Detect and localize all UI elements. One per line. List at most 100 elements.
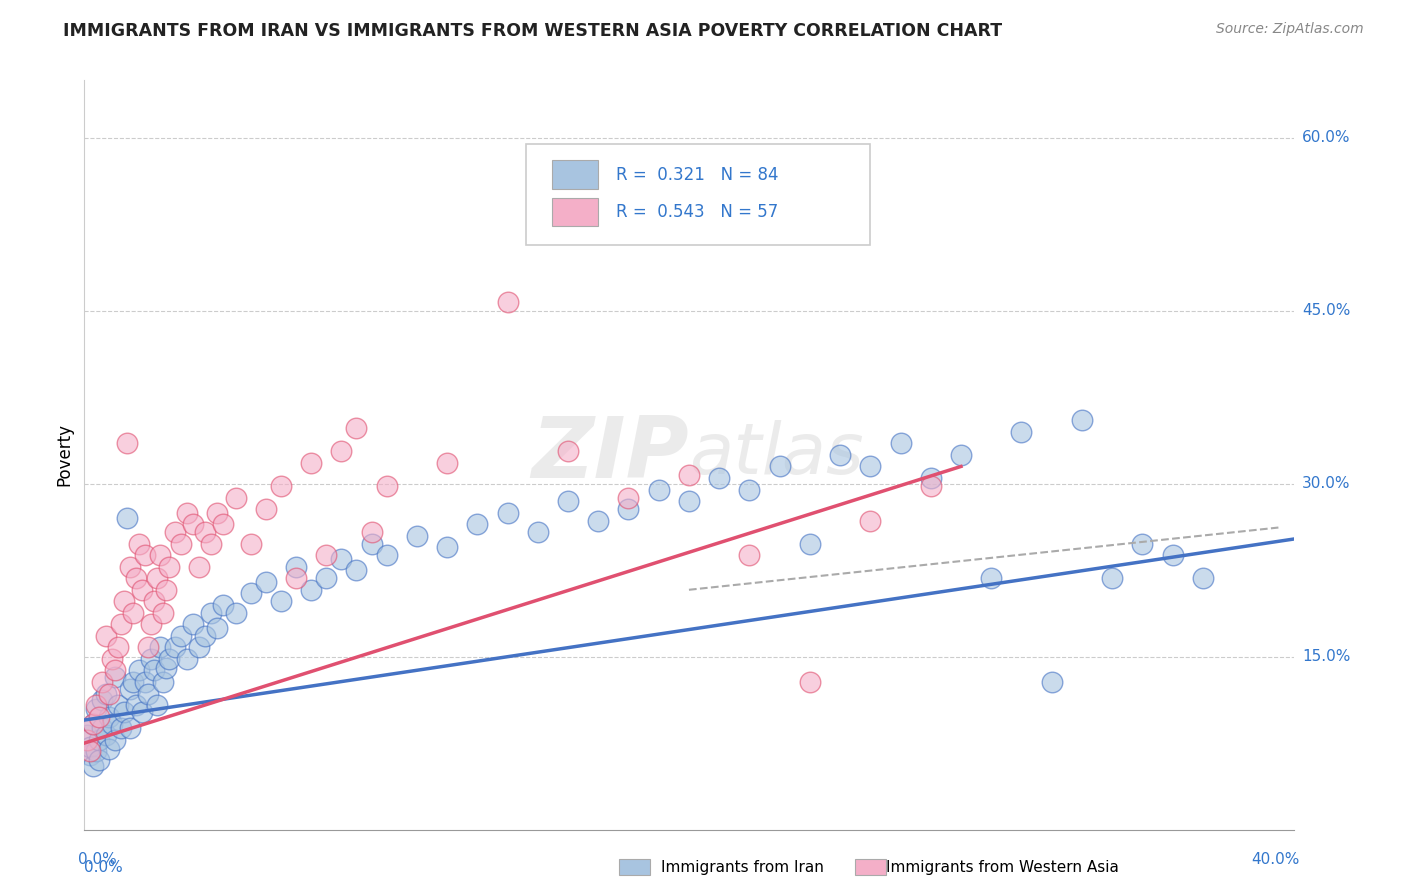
Point bbox=[134, 548, 156, 562]
Text: Source: ZipAtlas.com: Source: ZipAtlas.com bbox=[1216, 22, 1364, 37]
Point bbox=[315, 548, 337, 562]
Point bbox=[104, 670, 127, 684]
Point bbox=[738, 548, 761, 562]
Point bbox=[375, 548, 398, 562]
Point bbox=[270, 594, 292, 608]
Point bbox=[94, 728, 117, 742]
Point bbox=[980, 571, 1002, 585]
Point bbox=[157, 559, 180, 574]
Point bbox=[270, 479, 292, 493]
Point bbox=[799, 537, 821, 551]
Point bbox=[89, 732, 111, 747]
Point bbox=[859, 514, 882, 528]
FancyBboxPatch shape bbox=[855, 859, 886, 875]
Point bbox=[91, 693, 114, 707]
Point bbox=[149, 640, 172, 655]
Point bbox=[239, 586, 262, 600]
Point bbox=[139, 652, 162, 666]
Point bbox=[79, 744, 101, 758]
Point bbox=[97, 709, 120, 723]
Point bbox=[91, 675, 114, 690]
Point bbox=[207, 621, 229, 635]
Text: IMMIGRANTS FROM IRAN VS IMMIGRANTS FROM WESTERN ASIA POVERTY CORRELATION CHART: IMMIGRANTS FROM IRAN VS IMMIGRANTS FROM … bbox=[63, 22, 1002, 40]
Point bbox=[588, 514, 610, 528]
Point bbox=[89, 709, 111, 723]
Point bbox=[165, 640, 187, 655]
Text: 0.0%: 0.0% bbox=[79, 852, 117, 867]
Text: 30.0%: 30.0% bbox=[1302, 476, 1350, 491]
Point bbox=[436, 540, 458, 554]
Point bbox=[1071, 413, 1094, 427]
Point bbox=[496, 294, 519, 309]
Point bbox=[360, 525, 382, 540]
Point bbox=[112, 705, 135, 719]
Point bbox=[738, 483, 761, 497]
Point bbox=[139, 617, 162, 632]
Point bbox=[97, 742, 120, 756]
Point bbox=[527, 525, 550, 540]
Point bbox=[76, 728, 98, 742]
Point bbox=[285, 559, 308, 574]
Point bbox=[346, 421, 368, 435]
Point bbox=[86, 701, 108, 715]
Point bbox=[118, 681, 141, 696]
Point bbox=[121, 675, 143, 690]
Point bbox=[94, 687, 117, 701]
Point bbox=[406, 528, 429, 542]
Text: 45.0%: 45.0% bbox=[1302, 303, 1350, 318]
Point bbox=[112, 594, 135, 608]
Point bbox=[79, 747, 101, 762]
Point bbox=[920, 471, 942, 485]
Point bbox=[950, 448, 973, 462]
Point bbox=[1130, 537, 1153, 551]
FancyBboxPatch shape bbox=[526, 144, 870, 245]
Point bbox=[207, 506, 229, 520]
Point bbox=[107, 640, 129, 655]
Point bbox=[142, 664, 165, 678]
Point bbox=[254, 574, 277, 589]
Point bbox=[330, 551, 353, 566]
Point bbox=[86, 744, 108, 758]
Point bbox=[97, 687, 120, 701]
Point bbox=[375, 479, 398, 493]
Point bbox=[79, 739, 101, 754]
Text: R =  0.543   N = 57: R = 0.543 N = 57 bbox=[616, 203, 779, 221]
Point bbox=[239, 537, 262, 551]
Point bbox=[212, 598, 235, 612]
Point bbox=[890, 436, 912, 450]
Point bbox=[436, 456, 458, 470]
Text: Immigrants from Western Asia: Immigrants from Western Asia bbox=[886, 860, 1119, 874]
FancyBboxPatch shape bbox=[619, 859, 650, 875]
Point bbox=[136, 687, 159, 701]
Text: R =  0.321   N = 84: R = 0.321 N = 84 bbox=[616, 166, 779, 184]
Point bbox=[830, 448, 852, 462]
Point bbox=[176, 652, 198, 666]
Point bbox=[1192, 571, 1215, 585]
Point bbox=[557, 444, 579, 458]
Point bbox=[104, 664, 127, 678]
Point bbox=[107, 698, 129, 712]
Point bbox=[115, 511, 138, 525]
Point bbox=[330, 444, 353, 458]
Point bbox=[212, 517, 235, 532]
Point bbox=[315, 571, 337, 585]
Point bbox=[299, 582, 322, 597]
Point bbox=[146, 698, 169, 712]
Text: 0.0%: 0.0% bbox=[84, 860, 124, 875]
Point bbox=[799, 675, 821, 690]
Point bbox=[176, 506, 198, 520]
Point bbox=[152, 675, 174, 690]
Point bbox=[859, 459, 882, 474]
Point bbox=[769, 459, 792, 474]
Point bbox=[170, 629, 193, 643]
Point bbox=[155, 582, 177, 597]
Point bbox=[617, 491, 640, 505]
Point bbox=[225, 491, 247, 505]
Point bbox=[125, 571, 148, 585]
Point bbox=[254, 502, 277, 516]
Point bbox=[104, 732, 127, 747]
Text: 15.0%: 15.0% bbox=[1302, 649, 1350, 665]
Point bbox=[181, 617, 204, 632]
Point bbox=[170, 537, 193, 551]
Point bbox=[100, 716, 122, 731]
